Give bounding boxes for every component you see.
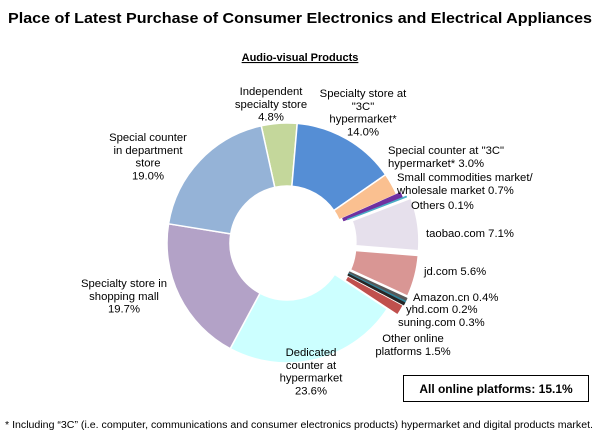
slice-label-amazon-cn: Amazon.cn 0.4% [413,292,498,304]
slice-label-specialty-store-at-3c-hypermarket: Specialty store at [320,88,408,100]
online-total-box [403,375,589,402]
chart-subtitle: Audio-visual Products [242,52,359,64]
slice-label-dedicated-counter-at-hypermarket: hypermarket [280,373,344,385]
slice-label-dedicated-counter-at-hypermarket: Dedicated [286,347,337,359]
slice-label-yhd-com: yhd.com 0.2% [406,304,478,316]
slice-label-taobao-com: taobao.com 7.1% [426,228,514,240]
slice-label-suning-com: suning.com 0.3% [398,317,485,329]
chart-title: Place of Latest Purchase of Consumer Ele… [8,10,592,27]
slice-label-specialty-store-in-shopping-mall: 19.7% [108,304,140,316]
slice-dedicated-counter-at-hypermarket [229,273,389,364]
slice-small-commodities-market-wholesale-market [342,192,403,222]
slice-label-dedicated-counter-at-hypermarket: 23.6% [295,385,327,397]
slice-jd-com [349,249,419,297]
slice-label-others: Others 0.1% [411,200,474,212]
slice-label-special-counter-in-department-store: 19.0% [132,170,164,182]
slice-label-specialty-store-in-shopping-mall: Specialty store in [81,278,167,290]
slice-label-special-counter-at-3c-hypermarket: hypermarket* 3.0% [388,158,484,170]
slice-others [346,195,408,221]
slice-taobao-com [351,197,420,252]
online-total-label: All online platforms: 15.1% [419,382,573,396]
slice-label-small-commodities-market-wholesale-market: wholesale market 0.7% [396,185,514,197]
slice-label-specialty-store-at-3c-hypermarket: 14.0% [347,126,379,138]
slice-label-independent-specialty-store: 4.8% [258,112,284,124]
slice-special-counter-at-3c-hypermarket [333,173,398,221]
slice-label-jd-com: jd.com 5.6% [423,266,486,278]
slice-label-specialty-store-at-3c-hypermarket: "3C" [352,101,374,113]
slice-label-special-counter-in-department-store: Special counter [109,132,187,144]
slice-label-specialty-store-in-shopping-mall: shopping mall [89,291,159,303]
slice-special-counter-in-department-store [167,125,276,235]
donut-ring [166,122,420,364]
slice-suning-com [347,273,406,306]
slice-label-other-online-platforms: Other online [382,333,444,345]
slice-label-special-counter-in-department-store: in department [113,145,183,157]
footnote: * Including “3C” (i.e. computer, communi… [5,420,593,431]
donut-ring-thin-slices [342,192,408,306]
slice-label-independent-specialty-store: specialty store [235,99,307,111]
slice-label-independent-specialty-store: Independent [240,86,304,98]
slice-label-special-counter-in-department-store: store [135,158,160,170]
slice-label-specialty-store-at-3c-hypermarket: hypermarket* [329,114,397,126]
slice-specialty-store-in-shopping-mall [166,223,261,350]
slice-label-dedicated-counter-at-hypermarket: counter at [286,360,337,372]
slice-label-special-counter-at-3c-hypermarket: Special counter at "3C" [388,145,504,157]
slice-label-small-commodities-market-wholesale-market: Small commodities market/ [397,172,533,184]
slice-label-other-online-platforms: platforms 1.5% [375,346,450,358]
